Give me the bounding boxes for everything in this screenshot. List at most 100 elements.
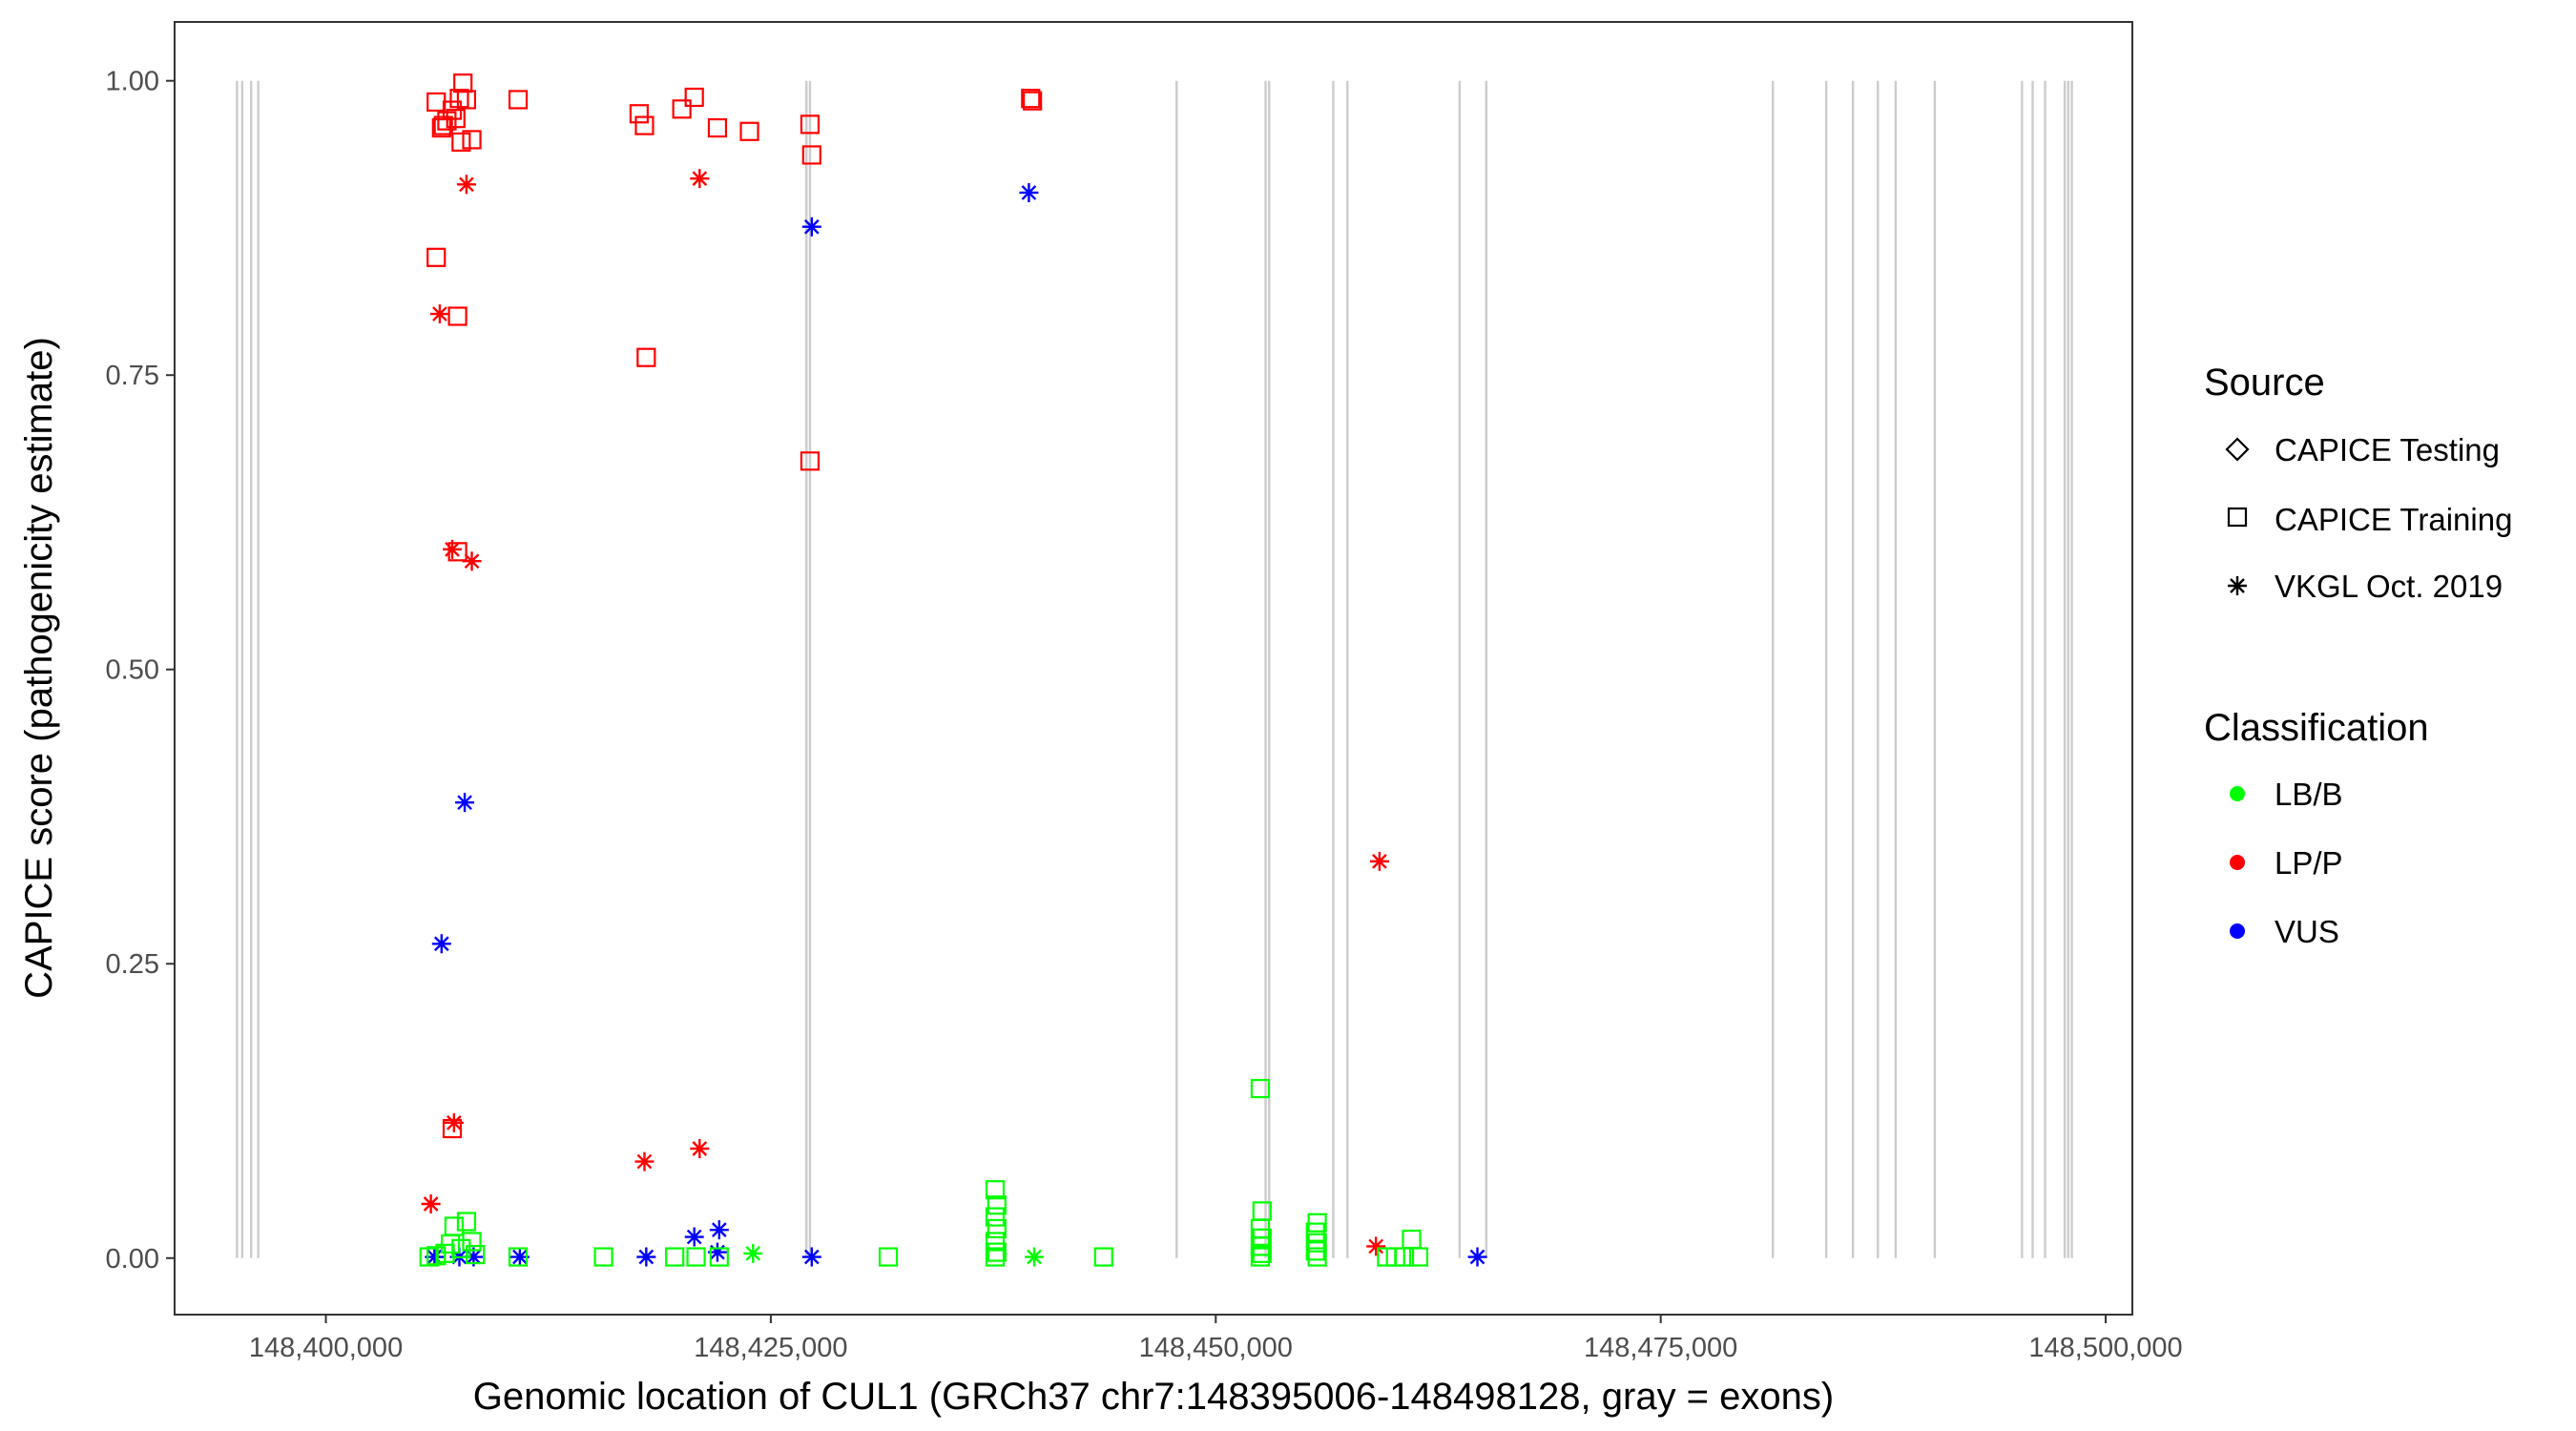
data-point-asterisk [421, 1194, 441, 1213]
legend-label-lbb: LB/B [2275, 777, 2343, 812]
legend-label-capice-testing: CAPICE Testing [2275, 432, 2500, 467]
data-point-asterisk [431, 934, 451, 954]
x-axis: 148,400,000 148,425,000 148,450,000 148,475… [249, 1315, 2183, 1363]
data-points [419, 73, 1487, 1267]
data-point-square [1250, 1078, 1271, 1099]
data-point-asterisk [1467, 1247, 1487, 1267]
plot-panel-border [174, 21, 2133, 1316]
data-point-square [426, 92, 447, 113]
data-point-square [686, 1247, 706, 1267]
data-point-asterisk [509, 1247, 530, 1267]
data-point-square [800, 451, 821, 471]
legend-label-vkgl: VKGL Oct. 2019 [2275, 569, 2503, 604]
data-point-square [1408, 1247, 1429, 1267]
data-point-asterisk [690, 169, 710, 189]
data-point-asterisk [464, 1247, 484, 1267]
data-point-asterisk [684, 1227, 704, 1247]
data-point-square [985, 1180, 1006, 1200]
y-tick-label: 0.25 [106, 949, 159, 980]
data-point-square [1402, 1229, 1422, 1250]
legend-label-vus: VUS [2275, 914, 2339, 949]
data-point-square [1250, 1247, 1271, 1267]
data-point-square [447, 306, 467, 326]
legend-asterisk-icon [2228, 576, 2247, 595]
data-point-square [593, 1247, 613, 1267]
data-point-square [672, 99, 692, 119]
data-point-square [1250, 1236, 1271, 1256]
data-point-square [451, 132, 471, 152]
x-tick-label: 148,450,000 [1139, 1333, 1293, 1363]
data-point-square [451, 1238, 471, 1258]
x-tick-label: 148,475,000 [1584, 1333, 1737, 1363]
data-point-square [707, 117, 728, 138]
x-tick-label: 148,500,000 [2028, 1333, 2182, 1363]
y-tick-label: 0.50 [106, 655, 159, 686]
data-point-square [987, 1195, 1007, 1215]
data-point-square [444, 1216, 464, 1236]
legend-label-lpp: LP/P [2275, 845, 2343, 881]
exon-lines [236, 80, 2073, 1258]
legend-lpp-dot [2230, 855, 2245, 870]
data-point-square [987, 1242, 1007, 1262]
data-point-square [508, 90, 529, 110]
legend-item-lpp: LP/P [2230, 845, 2343, 881]
data-point-square [800, 114, 821, 135]
legend-item-vkgl: VKGL Oct. 2019 [2228, 569, 2503, 604]
y-axis-title: CAPICE score (pathogenicity estimate) [18, 337, 60, 999]
data-point-asterisk [425, 1247, 445, 1267]
legend: Source CAPICE Testing CAPICE Training VK… [2204, 362, 2512, 949]
data-point-square [739, 121, 759, 141]
data-point-square [684, 87, 704, 108]
y-tick-label: 0.75 [106, 361, 159, 391]
legend-item-capice-training: CAPICE Training [2227, 502, 2512, 537]
data-point-square [985, 1247, 1006, 1267]
data-point-square [419, 1247, 439, 1267]
data-point-square [433, 115, 453, 135]
data-point-asterisk [801, 1247, 821, 1267]
data-point-asterisk [709, 1220, 729, 1240]
data-point-square [446, 109, 466, 129]
data-point-asterisk [443, 539, 463, 559]
data-point-square [1305, 1222, 1325, 1242]
legend-square-icon [2227, 507, 2248, 528]
data-point-asterisk [707, 1242, 727, 1262]
data-point-square [1093, 1247, 1113, 1267]
data-point-asterisk [1025, 1247, 1045, 1267]
data-point-square [1023, 91, 1043, 111]
data-point-asterisk [743, 1243, 763, 1263]
legend-class-title: Classification [2204, 707, 2429, 749]
data-point-square [508, 1247, 529, 1267]
data-point-square [878, 1247, 899, 1267]
data-point-asterisk [1366, 1236, 1386, 1256]
legend-item-lbb: LB/B [2230, 777, 2343, 812]
data-point-square [1021, 89, 1041, 109]
data-point-asterisk [1019, 182, 1039, 202]
data-point-square [1252, 1243, 1272, 1263]
data-point-asterisk [429, 304, 449, 324]
data-point-asterisk [444, 1112, 464, 1132]
legend-label-capice-training: CAPICE Training [2275, 502, 2512, 537]
data-point-square [462, 130, 482, 150]
data-point-square [629, 104, 649, 124]
data-point-square [987, 1218, 1007, 1239]
x-tick-label: 148,425,000 [694, 1333, 847, 1363]
data-point-asterisk [636, 1247, 656, 1267]
legend-item-vus: VUS [2230, 914, 2339, 949]
data-point-square [426, 247, 447, 267]
data-point-square [985, 1232, 1006, 1252]
y-axis: 0.00 0.25 0.50 0.75 1.00 [106, 67, 175, 1275]
legend-item-capice-testing: CAPICE Testing [2225, 432, 2500, 467]
data-point-asterisk [1369, 851, 1389, 871]
legend-lbb-dot [2230, 786, 2245, 801]
data-point-square [709, 1247, 729, 1267]
data-point-asterisk [801, 217, 821, 237]
data-point-square [462, 1232, 482, 1252]
x-axis-title: Genomic location of CUL1 (GRCh37 chr7:14… [473, 1376, 1834, 1418]
data-point-square [634, 115, 654, 135]
data-point-square [456, 1212, 477, 1232]
data-point-square [466, 1244, 486, 1265]
data-point-asterisk [462, 551, 482, 571]
data-point-asterisk [634, 1151, 654, 1172]
data-point-square [1305, 1241, 1325, 1261]
